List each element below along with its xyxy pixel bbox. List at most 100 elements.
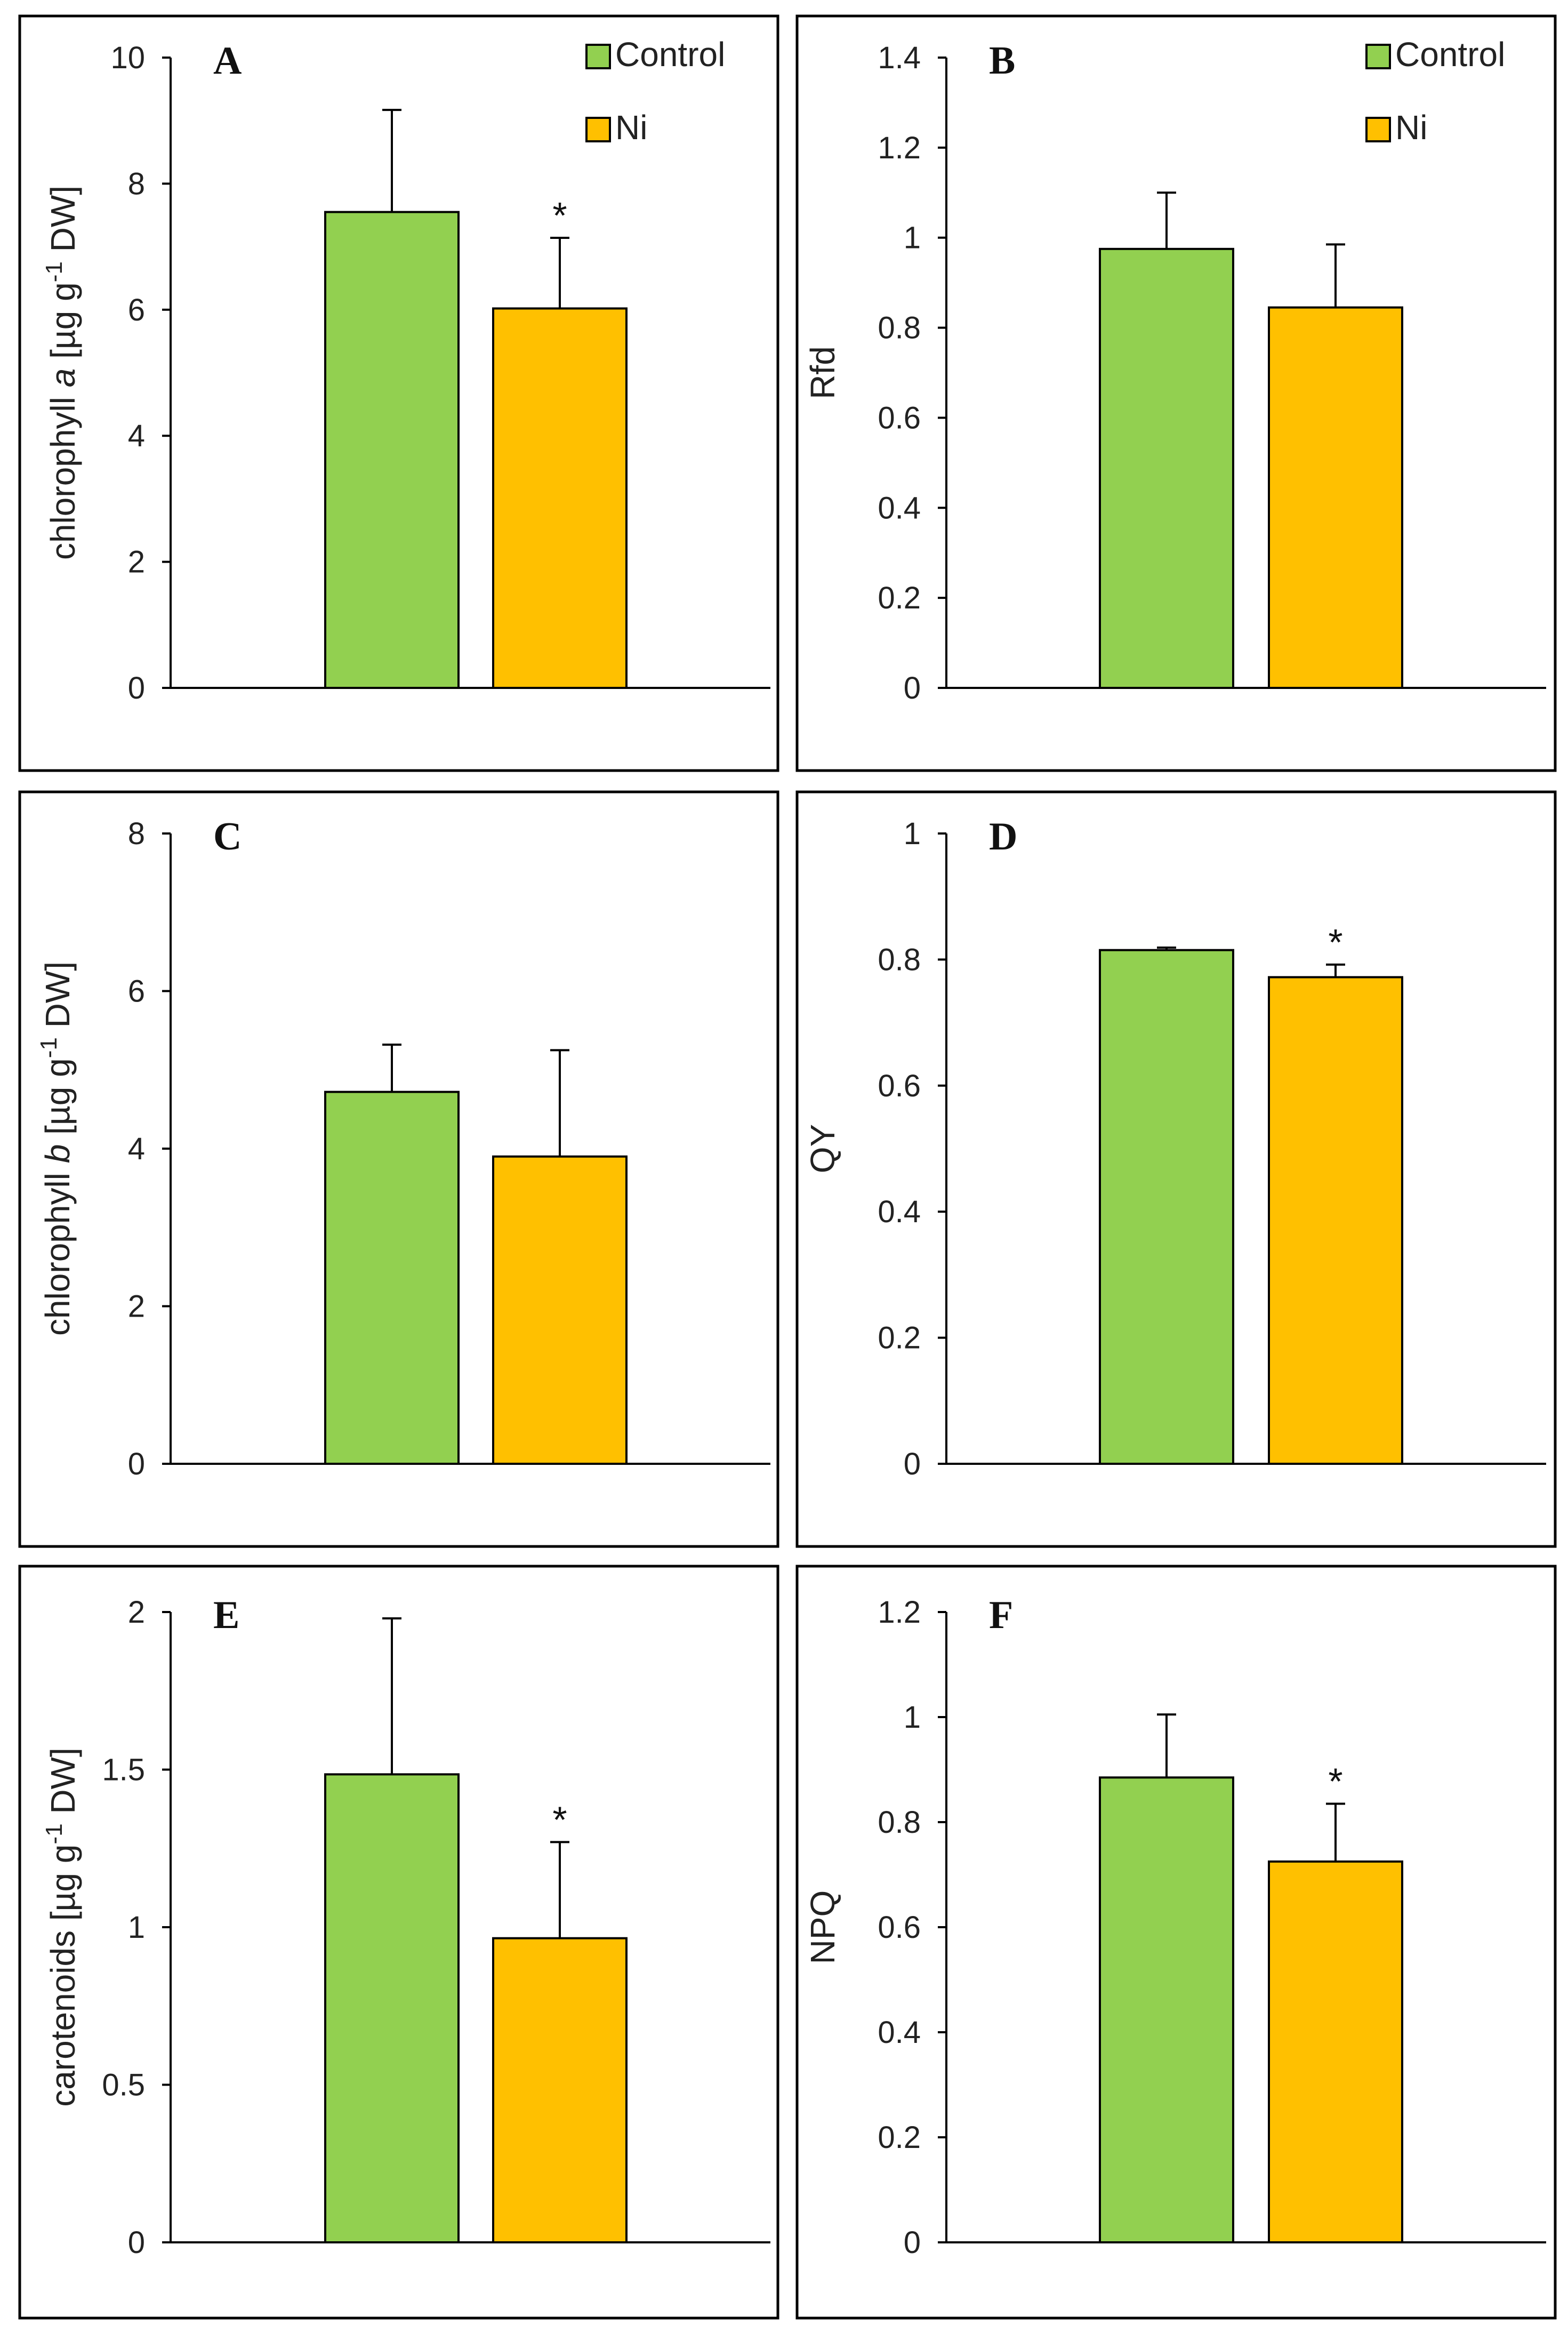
y-axis-label: QY: [803, 1124, 842, 1173]
y-axis-label-unit: [µg g: [38, 1058, 77, 1144]
bar-control: [324, 211, 460, 689]
legend-swatch-control: [1365, 44, 1391, 69]
significance-marker: *: [1328, 921, 1342, 963]
bar-control: [324, 1773, 460, 2243]
y-tick-label: 4: [128, 1132, 145, 1166]
y-tick-label: 1.4: [878, 41, 921, 75]
y-tick-label: 0: [904, 671, 921, 705]
panel-frame: [795, 1565, 1557, 2320]
y-tick-label: 0.5: [102, 2068, 145, 2103]
y-axis-label-text: Rfd: [803, 346, 842, 399]
bar-control: [1099, 949, 1234, 1465]
y-tick-label: 8: [128, 166, 145, 201]
bar-ni: [1268, 1860, 1403, 2243]
y-tick-label: 10: [110, 41, 145, 75]
legend-label-ni: Ni: [615, 108, 647, 147]
y-tick-label: 8: [128, 816, 145, 851]
chart-panel-d: 0 0.2 0.4 0.6 0.8 1 * D QY: [795, 790, 1557, 1548]
panel-frame: [795, 790, 1557, 1548]
panel-frame: [18, 1565, 779, 2320]
legend-label-control: Control: [1395, 35, 1505, 74]
y-tick-label: 0.4: [878, 491, 921, 525]
y-tick-label: 0: [128, 671, 145, 705]
y-axis-label-text: NPQ: [803, 1890, 842, 1965]
legend-swatch-control: [585, 44, 611, 69]
panel-letter: B: [989, 39, 1015, 83]
y-tick-label: 1: [904, 816, 921, 851]
y-tick-label: 2: [128, 1289, 145, 1324]
panel-letter: E: [213, 1593, 239, 1637]
y-tick-label: 0.2: [878, 581, 921, 615]
legend-label-control: Control: [615, 35, 725, 74]
chart-panel-b: 0 0.2 0.4 0.6 0.8 1 1.2 1.4 B Rfd Control Ni: [795, 14, 1557, 772]
legend-swatch-ni: [585, 117, 611, 142]
y-axis-label-italic: b: [38, 1144, 77, 1164]
y-tick-label: 2: [128, 1595, 145, 1630]
panel-letter: A: [213, 39, 242, 83]
y-tick-label: 1.2: [878, 131, 921, 165]
y-axis-label-italic: a: [44, 368, 82, 388]
significance-marker: *: [552, 1799, 567, 1840]
y-tick-label: 0.6: [878, 1069, 921, 1103]
y-axis-label: NPQ: [803, 1890, 842, 1965]
y-tick-label: 4: [128, 419, 145, 453]
y-axis-label-unit: [µg g: [44, 1845, 82, 1930]
y-axis-label: carotenoids [µg g-1 DW]: [41, 1747, 82, 2107]
panel-frame: [18, 14, 779, 772]
chart-panel-f: 0 0.2 0.4 0.6 0.8 1 1.2 * F NPQ: [795, 1565, 1557, 2320]
y-tick-label: 0: [904, 1447, 921, 1481]
y-axis-label-unit-end: DW]: [44, 186, 82, 261]
y-tick-label: 0.6: [878, 400, 921, 435]
y-axis-label-text: chlorophyll: [38, 1163, 77, 1336]
bar-ni: [492, 1937, 628, 2244]
y-axis-label-unit: [µg g: [44, 282, 82, 368]
y-axis-label-superscript: -1: [36, 1037, 62, 1058]
y-tick-label: 1.2: [878, 1595, 921, 1630]
y-tick-label: 1: [128, 1910, 145, 1945]
y-tick-label: 0: [128, 1447, 145, 1481]
y-axis-label-superscript: -1: [41, 261, 67, 282]
significance-marker: *: [552, 195, 567, 236]
bar-ni: [492, 1155, 628, 1465]
y-tick-label: 0.2: [878, 2120, 921, 2155]
y-axis-label-unit-end: DW]: [38, 961, 77, 1037]
bar-ni: [1268, 976, 1403, 1465]
bar-control: [1099, 1776, 1234, 2243]
bar-control: [1099, 247, 1234, 690]
y-axis-label-text: chlorophyll: [44, 387, 82, 560]
legend-label-ni: Ni: [1395, 108, 1427, 147]
legend-swatch-ni: [1365, 117, 1391, 142]
y-axis-label: chlorophyll b [µg g-1 DW]: [36, 961, 77, 1336]
y-axis-label-unit-end: DW]: [44, 1747, 82, 1823]
y-tick-label: 6: [128, 293, 145, 327]
y-axis-label: Rfd: [803, 346, 842, 399]
y-tick-label: 0.8: [878, 942, 921, 977]
y-tick-label: 1: [904, 1700, 921, 1735]
bar-ni: [1268, 306, 1403, 689]
panel-frame: [795, 14, 1557, 772]
y-tick-label: 2: [128, 545, 145, 580]
y-axis-label-text: QY: [803, 1124, 842, 1173]
y-axis-label-text: carotenoids: [44, 1930, 82, 2107]
y-tick-label: 0.8: [878, 311, 921, 346]
y-tick-label: 1.5: [102, 1753, 145, 1787]
panel-letter: F: [989, 1593, 1013, 1637]
y-tick-label: 0.4: [878, 2015, 921, 2050]
y-tick-label: 0: [128, 2225, 145, 2260]
bar-control: [324, 1091, 460, 1465]
y-tick-label: 0.4: [878, 1194, 921, 1229]
panel-letter: C: [213, 815, 242, 859]
y-tick-label: 0.2: [878, 1321, 921, 1356]
panel-frame: [18, 790, 779, 1548]
y-tick-label: 0.8: [878, 1805, 921, 1840]
y-tick-label: 1: [904, 221, 921, 255]
y-tick-label: 0.6: [878, 1910, 921, 1945]
panel-letter: D: [989, 815, 1017, 859]
y-tick-label: 0: [904, 2225, 921, 2260]
bar-ni: [492, 307, 628, 689]
significance-marker: *: [1328, 1761, 1342, 1802]
